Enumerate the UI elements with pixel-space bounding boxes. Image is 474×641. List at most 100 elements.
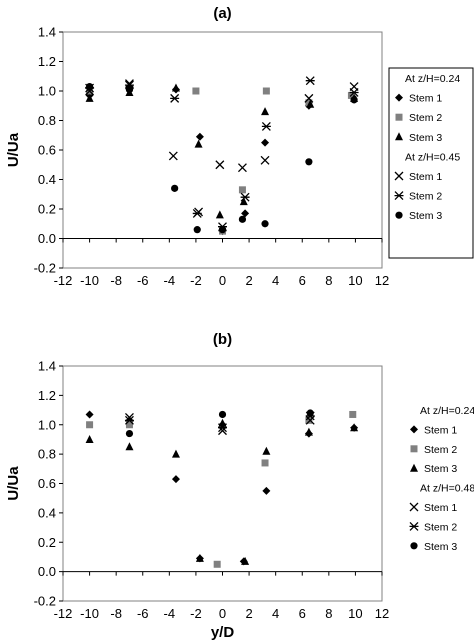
x-tick-label: 4 xyxy=(272,273,279,288)
data-point xyxy=(349,88,359,97)
x-tick-label: 6 xyxy=(299,273,306,288)
data-point xyxy=(241,556,250,565)
x-tick-label: 10 xyxy=(348,606,362,621)
x-tick-label: -4 xyxy=(164,606,176,621)
data-point xyxy=(262,87,270,95)
y-tick-label: -0.2 xyxy=(34,261,56,276)
y-tick-label: 1.0 xyxy=(38,84,56,99)
data-point xyxy=(350,423,359,432)
x-tick-label: 0 xyxy=(219,606,226,621)
y-tick-label: 1.4 xyxy=(38,359,56,374)
data-point xyxy=(238,186,246,194)
x-tick-label: 8 xyxy=(325,606,332,621)
data-point xyxy=(170,93,180,103)
data-point xyxy=(194,139,203,148)
y-tick-label: 1.0 xyxy=(38,417,56,432)
legend-entry: Stem 2 xyxy=(424,444,457,456)
data-point xyxy=(171,475,180,484)
data-point xyxy=(171,449,180,458)
data-point xyxy=(261,107,270,116)
legend-marker xyxy=(409,502,419,512)
y-tick-label: 0.6 xyxy=(38,143,56,158)
data-point xyxy=(306,99,315,108)
legend-entry: Stem 3 xyxy=(424,463,457,475)
data-point xyxy=(305,416,313,424)
legend-marker xyxy=(395,93,403,102)
chart-b: (b)-0.20.00.20.40.60.81.01.21.4-12 -10 -8-… xyxy=(5,331,474,641)
data-point xyxy=(85,82,94,91)
x-tick-label: 0 xyxy=(219,273,226,288)
data-point xyxy=(261,138,270,147)
legend-entry: Stem 3 xyxy=(409,132,442,144)
data-point xyxy=(125,421,133,429)
legend-marker xyxy=(394,171,404,181)
chart-title: (a) xyxy=(213,5,231,22)
data-point xyxy=(349,410,357,418)
x-tick-label: -8 xyxy=(110,273,122,288)
data-point xyxy=(168,151,178,161)
y-tick-label: 0.0 xyxy=(38,231,56,246)
plot-area xyxy=(62,365,383,602)
legend-entry: Stem 1 xyxy=(424,502,457,514)
y-axis-label: U/Ua xyxy=(5,466,22,501)
data-point xyxy=(306,409,314,417)
data-point xyxy=(262,446,271,455)
legend-marker xyxy=(395,113,403,121)
legend-marker xyxy=(410,463,418,472)
legend-marker xyxy=(410,425,418,434)
x-tick-label: 2 xyxy=(245,606,252,621)
y-tick-label: 0.4 xyxy=(38,172,56,187)
x-tick-label: -6 xyxy=(137,606,149,621)
y-axis-label: U/Ua xyxy=(5,132,22,167)
y-tick-label: 0.2 xyxy=(38,535,56,550)
legend-group-header: At z/H=0.24 xyxy=(420,405,474,417)
y-tick-label: 0.8 xyxy=(38,113,56,128)
data-point xyxy=(305,158,313,166)
data-point xyxy=(124,79,134,89)
data-point xyxy=(350,96,358,104)
legend-entry: Stem 2 xyxy=(424,521,457,533)
legend-entry: Stem 3 xyxy=(424,541,457,553)
data-point xyxy=(218,226,227,234)
y-tick-label: 0.8 xyxy=(38,447,56,462)
data-point xyxy=(261,121,271,131)
x-tick-label: -12 xyxy=(54,273,73,288)
data-point xyxy=(85,410,94,419)
legend-marker xyxy=(409,521,419,531)
data-point xyxy=(218,423,227,433)
legend-marker xyxy=(395,211,403,219)
legend-entry: Stem 1 xyxy=(424,424,457,436)
data-point xyxy=(171,83,180,92)
legend-group-header: At z/H=0.24 xyxy=(405,73,460,85)
legend-entry: Stem 3 xyxy=(409,210,442,222)
data-point xyxy=(261,220,269,228)
y-tick-label: -0.2 xyxy=(34,594,56,609)
data-point xyxy=(260,155,270,165)
legend-entry: Stem 1 xyxy=(409,171,442,183)
x-tick-label: 12 xyxy=(375,606,389,621)
data-point xyxy=(195,132,204,141)
x-tick-label: 4 xyxy=(272,606,279,621)
data-point xyxy=(218,410,227,419)
x-tick-label: -10 xyxy=(80,606,99,621)
data-point xyxy=(237,163,247,173)
x-tick-label: -12 xyxy=(54,606,73,621)
x-tick-label: 2 xyxy=(245,273,252,288)
chart-a: (a)-0.20.00.20.40.60.81.01.21.4-12 -10 -8-… xyxy=(5,5,474,288)
x-tick-label: -8 xyxy=(110,606,122,621)
legend: At z/H=0.24 Stem 1 Stem 2 Stem 3 At z/H=0.45… xyxy=(388,67,474,259)
y-tick-label: 1.4 xyxy=(38,25,56,40)
x-tick-label: 6 xyxy=(299,606,306,621)
legend-box xyxy=(388,67,474,259)
x-tick-label: -2 xyxy=(190,273,202,288)
y-tick-label: 1.2 xyxy=(38,54,56,69)
x-tick-label: 12 xyxy=(375,273,389,288)
data-point xyxy=(125,442,134,451)
legend-marker xyxy=(395,132,403,141)
data-point xyxy=(239,197,248,206)
data-point xyxy=(213,560,221,568)
data-point xyxy=(305,415,315,425)
y-tick-label: 0.2 xyxy=(38,202,56,217)
data-point xyxy=(215,210,224,219)
x-tick-label: -2 xyxy=(190,606,202,621)
